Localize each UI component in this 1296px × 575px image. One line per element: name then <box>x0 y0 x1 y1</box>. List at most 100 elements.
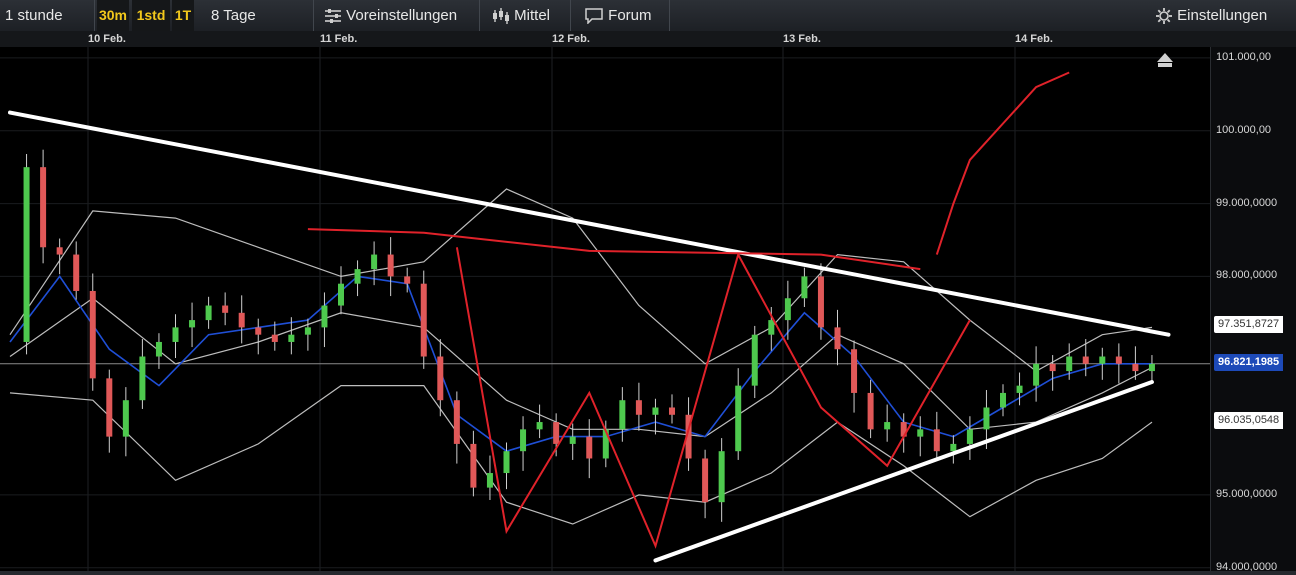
settings-button[interactable]: Einstellungen <box>1155 0 1267 31</box>
candle-body <box>56 247 63 255</box>
indicator-button[interactable]: Mittel <box>492 0 550 31</box>
candle-body <box>271 334 278 342</box>
x-tick-label: 10 Feb. <box>88 33 126 45</box>
candle-body <box>288 334 295 342</box>
candle-body <box>1049 363 1056 372</box>
candle-body <box>40 167 47 248</box>
candle-body <box>255 327 262 335</box>
candle-body <box>718 451 725 503</box>
candle-body <box>503 451 510 474</box>
candle-body <box>437 356 444 401</box>
candle-body <box>1148 363 1155 372</box>
candle-body <box>453 400 460 444</box>
y-tick-label: 95.000,0000 <box>1216 487 1278 500</box>
bollinger-upper-line <box>9 188 1153 372</box>
toolbar-divider <box>669 0 670 31</box>
red-curve-line <box>307 228 921 271</box>
interval-30m-button[interactable]: 30m <box>97 0 129 31</box>
candle-body <box>354 269 361 284</box>
candle-body <box>520 429 527 452</box>
candle-body <box>122 400 129 437</box>
candle-body <box>486 473 493 488</box>
x-tick-label: 14 Feb. <box>1015 33 1053 45</box>
candle-body <box>1132 363 1139 372</box>
x-tick-label: 12 Feb. <box>552 33 590 45</box>
toolbar-divider <box>94 0 95 31</box>
candle-body <box>155 341 162 357</box>
interval-1t-button[interactable]: 1T <box>172 0 194 31</box>
bollinger-middle-line <box>9 297 1153 438</box>
candle-body <box>652 407 659 415</box>
candle-body <box>238 312 245 328</box>
speech-bubble-icon <box>585 8 603 25</box>
candle-body <box>387 254 394 277</box>
toolbar-divider <box>313 0 314 31</box>
price-label-upper-band: 97.351,8727 <box>1214 315 1284 333</box>
x-tick-label: 13 Feb. <box>783 33 821 45</box>
candle-body <box>702 458 709 503</box>
candle-body <box>470 443 477 488</box>
candle-body <box>89 290 96 379</box>
candle-body <box>817 276 824 328</box>
candle-body <box>106 378 113 437</box>
candle-body <box>222 305 229 313</box>
candle-body <box>685 414 692 459</box>
candle-body <box>586 436 593 459</box>
candle-body <box>950 443 957 452</box>
interval-1std-button[interactable]: 1std <box>132 0 170 31</box>
candle-body <box>139 356 146 401</box>
candle-body <box>768 320 775 335</box>
candle-body <box>917 429 924 437</box>
candle-body <box>371 254 378 270</box>
price-chart[interactable] <box>0 47 1210 575</box>
candle-body <box>189 320 196 328</box>
sliders-icon <box>325 9 341 24</box>
y-tick-label: 99.000,0000 <box>1216 196 1278 209</box>
price-label-lower-band: 96.035,0548 <box>1214 411 1284 429</box>
candle-body <box>73 254 80 291</box>
interval-select[interactable]: 1 stunde <box>5 7 63 24</box>
presets-button[interactable]: Voreinstellungen <box>324 0 457 31</box>
candle-body <box>851 349 858 393</box>
y-tick-label: 98.000,0000 <box>1216 269 1278 282</box>
forum-label: Forum <box>608 7 652 24</box>
y-tick-label: 100.000,00 <box>1216 123 1272 136</box>
toolbar-divider <box>479 0 480 31</box>
moving-average-line <box>9 275 1152 453</box>
candle-body <box>983 407 990 430</box>
chart-toolbar: 1 stunde 30m 1std 1T 8 Tage Voreinstellu… <box>0 0 1296 32</box>
home-arrow-icon[interactable] <box>1157 53 1173 67</box>
candle-body <box>602 429 609 459</box>
candle-body <box>900 422 907 437</box>
candle-body <box>669 407 675 415</box>
candle-body <box>619 400 626 430</box>
candle-body <box>1082 356 1089 364</box>
bottom-scrollbar[interactable] <box>0 571 1296 575</box>
candle-body <box>553 422 560 444</box>
settings-label: Einstellungen <box>1177 7 1268 24</box>
candlestick-icon <box>493 8 509 25</box>
toolbar-divider <box>570 0 571 31</box>
white-trendline <box>653 380 1154 563</box>
indicator-label: Mittel <box>514 7 551 24</box>
current-price-label: 96.821,1985 <box>1214 354 1284 372</box>
drawn-lines <box>8 71 1171 563</box>
range-select[interactable]: 8 Tage <box>211 7 256 24</box>
forum-button[interactable]: Forum <box>584 0 652 31</box>
chart-grid <box>0 47 1210 575</box>
candle-body <box>1033 363 1040 386</box>
candle-body <box>834 327 841 350</box>
red-projection-line <box>935 71 1070 255</box>
bollinger-bands <box>9 188 1153 525</box>
candle-body <box>172 327 179 342</box>
candle-body <box>23 167 30 342</box>
candle-body <box>801 276 808 299</box>
time-axis: 10 Feb. 11 Feb. 12 Feb. 13 Feb. 14 Feb. <box>0 31 1296 47</box>
white-trendline <box>8 110 1171 337</box>
presets-label: Voreinstellungen <box>346 7 458 24</box>
candle-body <box>304 327 311 335</box>
candle-body <box>784 298 791 321</box>
candle-body <box>884 422 891 430</box>
candlesticks <box>23 149 1155 522</box>
candle-body <box>205 305 212 321</box>
